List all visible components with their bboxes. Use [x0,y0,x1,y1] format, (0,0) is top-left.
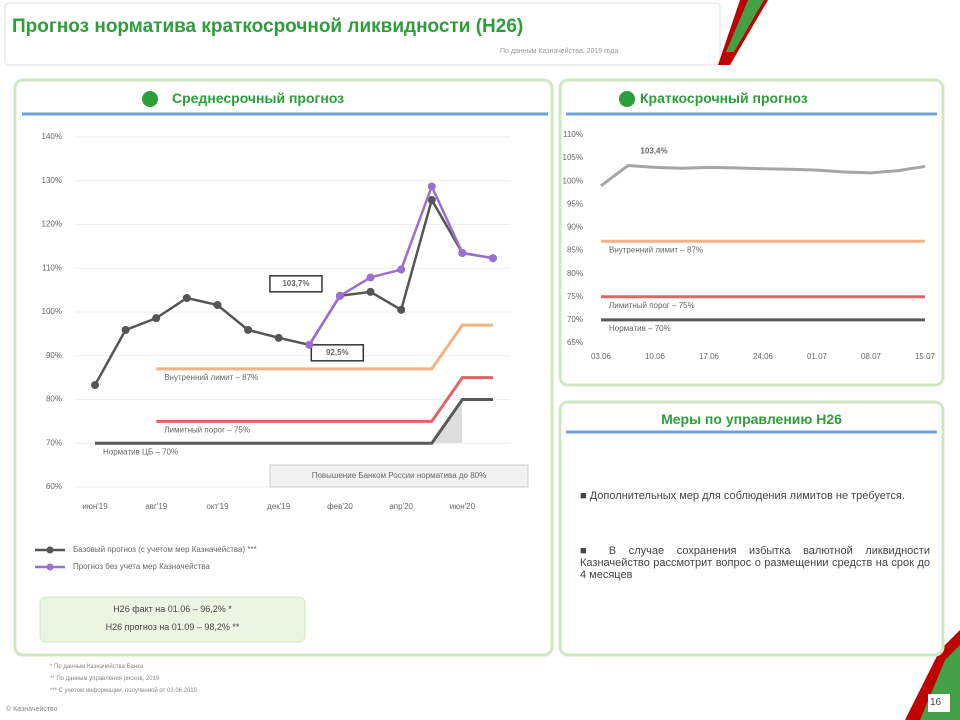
header-box [4,2,721,66]
x-tick-label: фев'20 [327,502,353,511]
x-tick-label: июн'20 [450,502,476,511]
footnote: ** По данным управления рисков, 2019 [50,676,160,682]
measure-text: Дополнительных мер для соблюдения лимито… [589,490,905,502]
y-tick-label: 100% [42,307,62,316]
y-tick-label: 60% [46,482,62,491]
x-tick-label: 15.07 [915,352,936,361]
y-tick-label: 80% [46,395,62,404]
x-tick-label: окт'19 [206,502,229,511]
reference-label: Норматив ЦБ – 70% [103,447,178,456]
point [335,291,344,300]
icon [142,91,158,107]
label-box [310,344,365,362]
measure: ■ В случае сохранения избытка валютной л… [580,545,930,581]
x-tick-label: 03.06 [591,352,612,361]
reference-label: Лимитный порог – 75% [164,425,250,434]
y-tick-label: 75% [567,292,583,301]
y-tick-label: 110% [563,130,583,139]
y-tick-label: 70% [46,438,62,447]
page-number: 16 [930,697,942,708]
copyright: © Казначейство [6,706,58,713]
reference-line [156,323,493,371]
point [397,305,406,314]
point [305,340,314,349]
point [489,254,497,263]
series-line [93,196,494,386]
measure: ■ Дополнительных мер для соблюдения лими… [580,490,905,502]
summary-box [39,596,306,643]
reference-label: Лимитный порог – 75% [609,301,695,310]
subtitle: По данным Казначейства, 2019 года [500,48,619,55]
slide-title: Прогноз норматива краткосрочной ликвидно… [12,16,524,37]
point [182,294,191,302]
panel-title: Краткосрочный прогноз [640,90,808,106]
legend-label: Базовый прогноз (с учетом мер Казначейст… [73,545,257,554]
y-tick-label: 70% [567,315,583,324]
legend-marker [46,563,54,571]
point [427,182,436,191]
point [91,381,99,390]
value-label: 103,7% [282,279,309,288]
x-tick-label: 24.06 [753,352,774,361]
label-box [269,275,323,293]
decor [726,0,764,52]
x-tick-label: 17.06 [699,352,720,361]
page-box [928,694,950,712]
footnote: * По данным Казначейства Банка [50,664,144,670]
reference-label: Внутренний лимит – 87% [609,245,703,254]
footnote: *** С учетом информации, полученной от 0… [50,688,198,694]
y-tick-label: 120% [42,220,62,229]
y-tick-label: 105% [563,153,583,162]
x-tick-label: 08.07 [861,352,882,361]
panel [558,400,945,657]
panel [558,78,945,387]
panel-title: Среднесрочный прогноз [172,90,345,106]
value-label: 103,4% [640,147,667,156]
x-tick-label: июн'19 [82,502,108,511]
reference-label: Норматив – 70% [609,324,671,333]
reference-label: Внутренний лимит – 87% [164,373,258,382]
x-tick-label: 10.06 [645,352,666,361]
y-tick-label: 140% [42,132,62,141]
measure-text: В случае сохранения избытка валютной лик… [580,545,930,581]
point [152,314,161,323]
legend-marker [46,546,54,554]
value-label: 92,5% [326,348,349,357]
legend-label: Прогноз без учета мер Казначейства [73,562,210,571]
annotation: Повышение Банком России норматива до 80% [312,471,487,480]
series-line [600,163,926,188]
point [213,301,222,309]
summary: Н26 факт на 01.06 – 96,2% * [113,604,232,614]
y-tick-label: 100% [563,176,583,185]
point [121,325,130,334]
y-tick-label: 80% [567,269,583,278]
point [366,287,375,296]
x-tick-label: апр'20 [389,502,413,511]
y-tick-label: 110% [42,263,62,272]
point [397,265,406,274]
icon [619,91,635,107]
y-tick-label: 85% [567,246,583,255]
y-tick-label: 65% [567,338,583,347]
point [244,325,253,334]
y-tick-label: 90% [46,351,62,360]
point [274,333,283,342]
point [458,248,467,257]
reference-line [156,376,493,423]
point [366,273,375,282]
x-tick-label: дек'19 [267,502,291,511]
x-tick-label: авг'19 [145,502,168,511]
panel-title: Меры по управлению Н26 [661,411,842,427]
y-tick-label: 95% [567,199,583,208]
point [427,196,436,204]
x-tick-label: 01.07 [807,352,828,361]
reference-line [95,398,493,445]
y-tick-label: 90% [567,223,583,232]
summary: Н26 прогноз на 01.09 – 98,2% ** [105,622,240,632]
annotation-box [269,464,529,488]
y-tick-label: 130% [42,176,62,185]
